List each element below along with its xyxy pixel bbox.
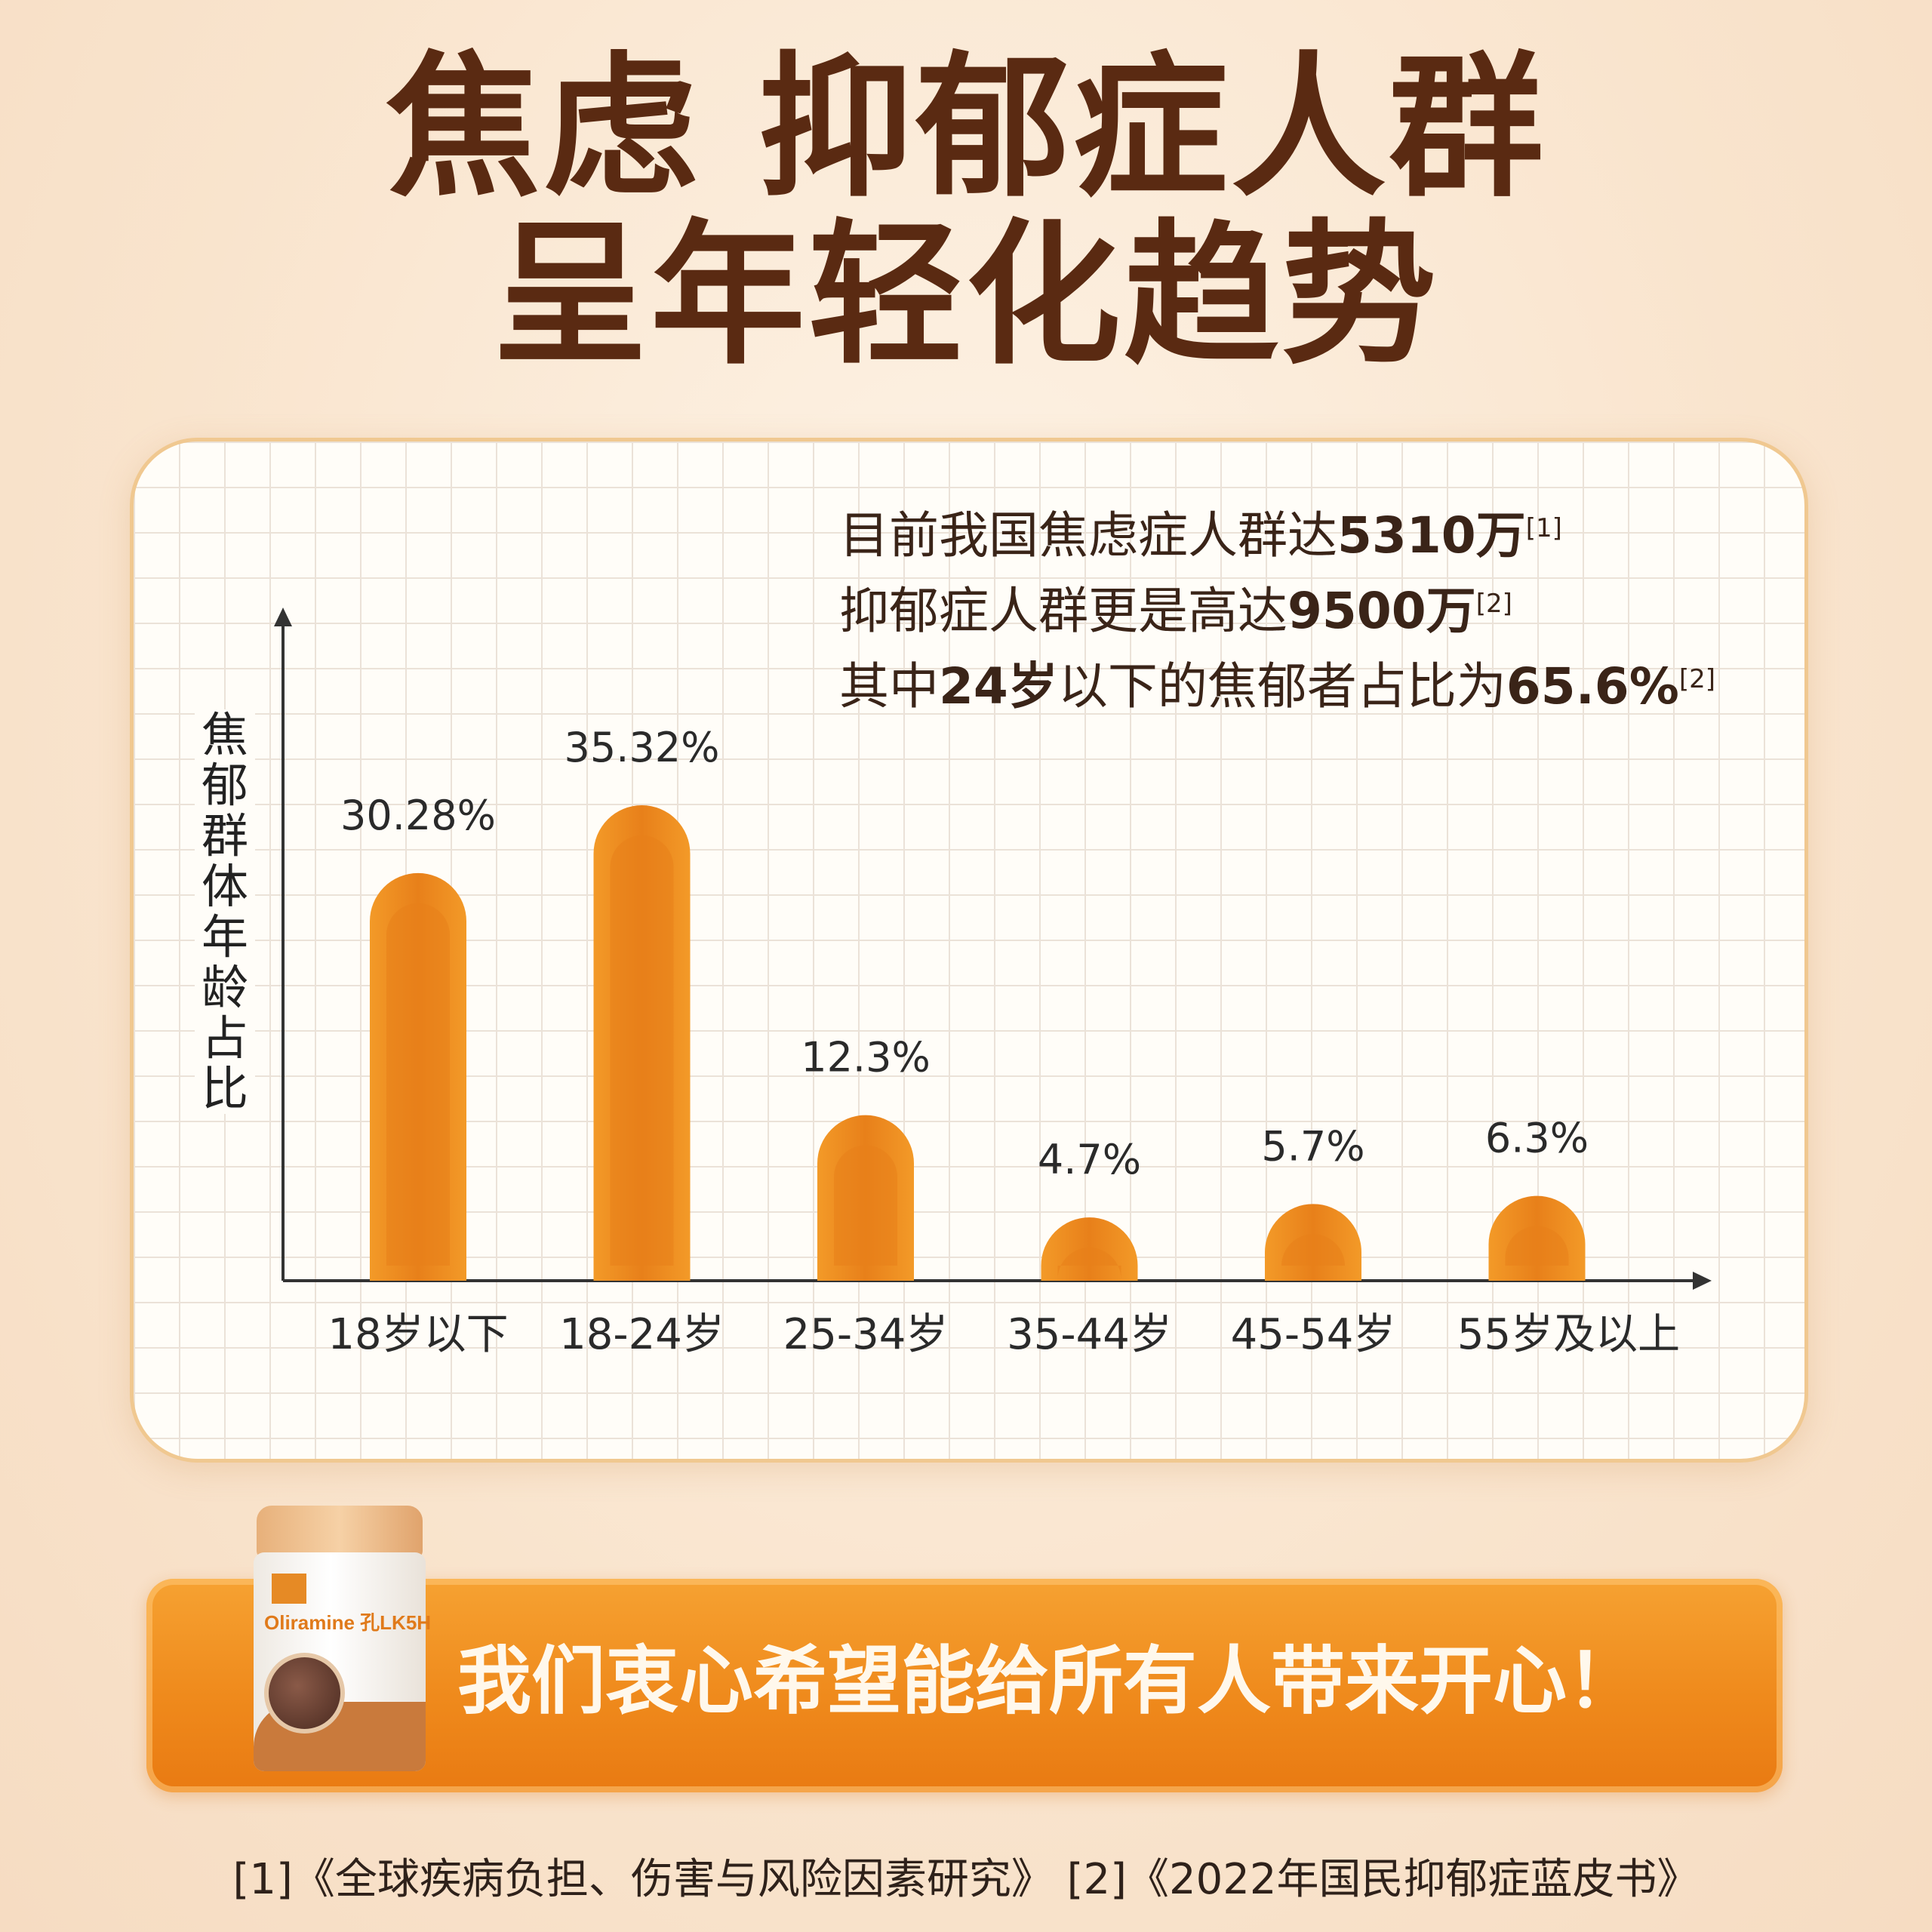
bar-inner-3: [834, 1145, 897, 1266]
x-axis-arrow: [1693, 1272, 1712, 1290]
stats-line-2-text: 抑郁症人群更是高达: [839, 582, 1287, 640]
category-label-2: 18-24岁: [559, 1310, 724, 1359]
stats-line-3-ref: [2]: [1678, 664, 1716, 694]
category-label-5: 45-54岁: [1231, 1310, 1396, 1359]
jar-disc: [264, 1653, 345, 1734]
jar-brand: Oliramine 孔LK5H: [264, 1611, 432, 1634]
bar-inner-6: [1505, 1226, 1569, 1266]
jar-lid: [257, 1506, 423, 1558]
bar-inner-2: [610, 835, 674, 1266]
stats-line-1-value: 5310万: [1337, 506, 1526, 565]
stats-line-2-ref: [2]: [1475, 589, 1512, 619]
jar-badge: [272, 1574, 306, 1604]
category-label-6: 55岁及以上: [1457, 1310, 1680, 1359]
y-axis-arrow: [274, 608, 292, 626]
stats-line-1-ref: [1]: [1525, 513, 1562, 543]
value-label-4: 4.7%: [1038, 1136, 1141, 1183]
value-label-6: 6.3%: [1485, 1115, 1589, 1162]
stats-line-3-prefix: 其中: [839, 657, 939, 715]
stats-line-2: 抑郁症人群更是高达9500万[2]: [839, 574, 1715, 649]
stats-line-1-text: 目前我国焦虑症人群达: [839, 506, 1337, 565]
bar-inner-1: [386, 903, 450, 1266]
stats-block: 目前我国焦虑症人群达5310万[1] 抑郁症人群更是高达9500万[2] 其中2…: [839, 498, 1715, 724]
value-label-3: 12.3%: [801, 1034, 931, 1081]
category-label-1: 18岁以下: [328, 1310, 508, 1359]
title-line-1: 焦虑 抑郁症人群: [385, 38, 1547, 218]
stats-line-1: 目前我国焦虑症人群达5310万[1]: [839, 498, 1715, 574]
category-label-3: 25-34岁: [783, 1310, 949, 1359]
references: [1]《全球疾病负担、伤害与风险因素研究》 [2]《2022年国民抑郁症蓝皮书》: [232, 1855, 1700, 1904]
category-label-4: 35-44岁: [1007, 1310, 1172, 1359]
stats-line-3-age: 24岁: [939, 657, 1058, 715]
y-axis-label: 焦郁群体年龄占比: [195, 709, 255, 1114]
slogan-text: 我们衷心希望能给所有人带来开心！: [457, 1638, 1641, 1724]
value-label-2: 35.32%: [565, 724, 720, 771]
stats-line-2-value: 9500万: [1287, 582, 1476, 640]
product-jar: Oliramine 孔LK5H: [249, 1506, 432, 1777]
value-label-1: 30.28%: [340, 792, 496, 839]
stats-line-3-value: 65.6%: [1506, 657, 1679, 715]
title-line-2: 呈年轻化趋势: [493, 206, 1439, 386]
bar-inner-4: [1057, 1247, 1121, 1280]
bar-inner-5: [1281, 1234, 1345, 1266]
value-label-5: 5.7%: [1261, 1122, 1364, 1170]
stats-line-3-text: 以下的焦郁者占比为: [1057, 657, 1506, 715]
stats-line-3: 其中24岁以下的焦郁者占比为65.6%[2]: [839, 649, 1715, 724]
